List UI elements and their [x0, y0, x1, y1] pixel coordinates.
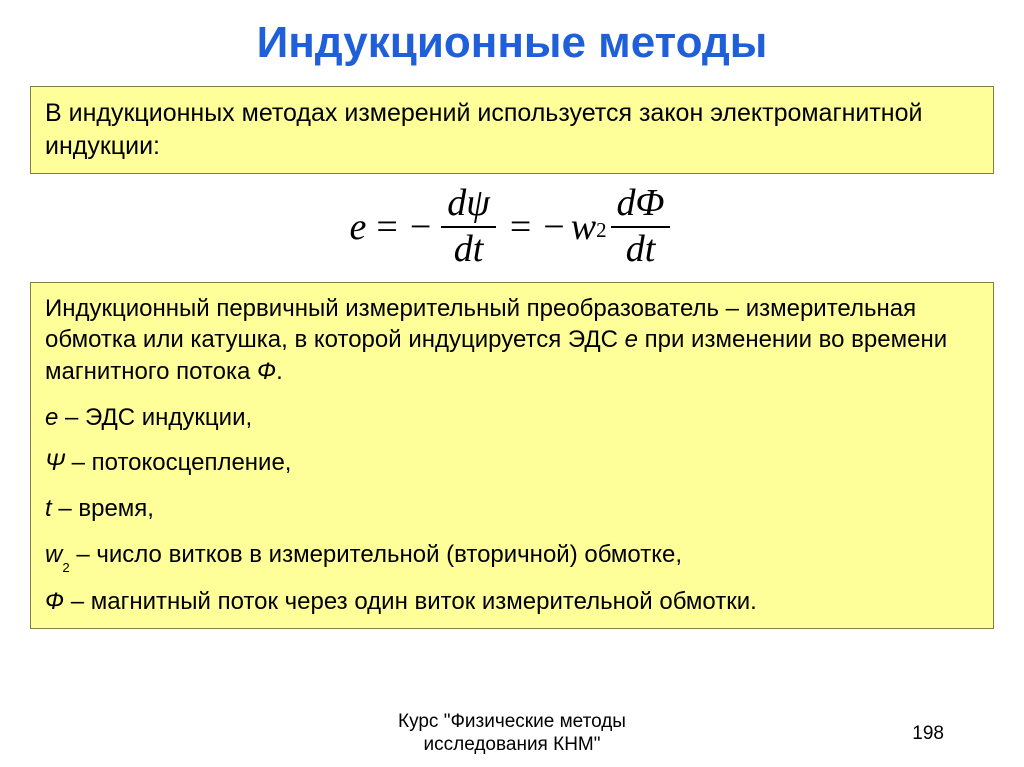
definition-line: Ψ – потокосцепление, — [45, 447, 979, 479]
fraction-1: dψ dt — [441, 184, 496, 270]
coef-sub: 2 — [596, 218, 606, 243]
frac1-num-var: ψ — [466, 182, 490, 224]
def-text: – ЭДС индукции, — [58, 404, 252, 431]
footer-course: Курс "Физические методы исследования КНМ… — [398, 710, 626, 758]
definition-line: е – ЭДС индукции, — [45, 402, 979, 434]
frac2-num-d: d — [617, 182, 636, 224]
def-text: – магнитный поток через один виток измер… — [64, 588, 757, 615]
symbol-e: е — [625, 326, 638, 353]
symbol-e: е — [45, 404, 58, 431]
slide-title: Индукционные методы — [30, 18, 994, 68]
footer-line2: исследования КНМ" — [398, 733, 626, 757]
symbol-w: w — [45, 541, 62, 568]
body-paragraph: Индукционный первичный измерительный пре… — [45, 293, 979, 388]
frac1-num-d: d — [447, 182, 466, 224]
frac2-den-d: d — [626, 228, 645, 270]
page-number: 198 — [912, 723, 944, 745]
symbol-psi: Ψ — [45, 449, 65, 476]
intro-box: В индукционных методах измерений использ… — [30, 86, 994, 174]
slide: Индукционные методы В индукционных метод… — [0, 0, 1024, 767]
symbol-phi: Ф — [257, 358, 276, 385]
minus-sign: − — [543, 205, 564, 249]
symbol-t: t — [45, 495, 52, 522]
formula-block: e = − dψ dt = − w2 dΦ dt — [30, 180, 994, 276]
equals-sign: = — [510, 205, 531, 249]
footer: Курс "Физические методы исследования КНМ… — [0, 710, 1024, 758]
formula: e = − dψ dt = − w2 dΦ dt — [350, 184, 675, 270]
def-text: – потокосцепление, — [65, 449, 292, 476]
formula-lhs: e — [350, 205, 367, 249]
def-text: – время, — [52, 495, 154, 522]
fraction-2: dΦ dt — [611, 184, 671, 270]
definition-line: w2 – число витков в измерительной (втори… — [45, 539, 979, 572]
frac2-den-var: t — [645, 228, 656, 270]
coef-w: w — [571, 205, 596, 249]
intro-text: В индукционных методах измерений использ… — [45, 99, 922, 160]
minus-sign: − — [410, 205, 431, 249]
frac1-den-d: d — [454, 228, 473, 270]
frac2-num-var: Φ — [636, 182, 665, 224]
body-box: Индукционный первичный измерительный пре… — [30, 282, 994, 629]
body-p1-c: . — [276, 358, 283, 385]
frac1-den-var: t — [473, 228, 484, 270]
definition-line: Ф – магнитный поток через один виток изм… — [45, 586, 979, 618]
def-text: – число витков в измерительной (вторично… — [70, 541, 682, 568]
footer-line1: Курс "Физические методы — [398, 710, 626, 734]
equals-sign: = — [376, 205, 397, 249]
definition-line: t – время, — [45, 493, 979, 525]
symbol-w-sub: 2 — [62, 560, 69, 575]
symbol-phi: Ф — [45, 588, 64, 615]
